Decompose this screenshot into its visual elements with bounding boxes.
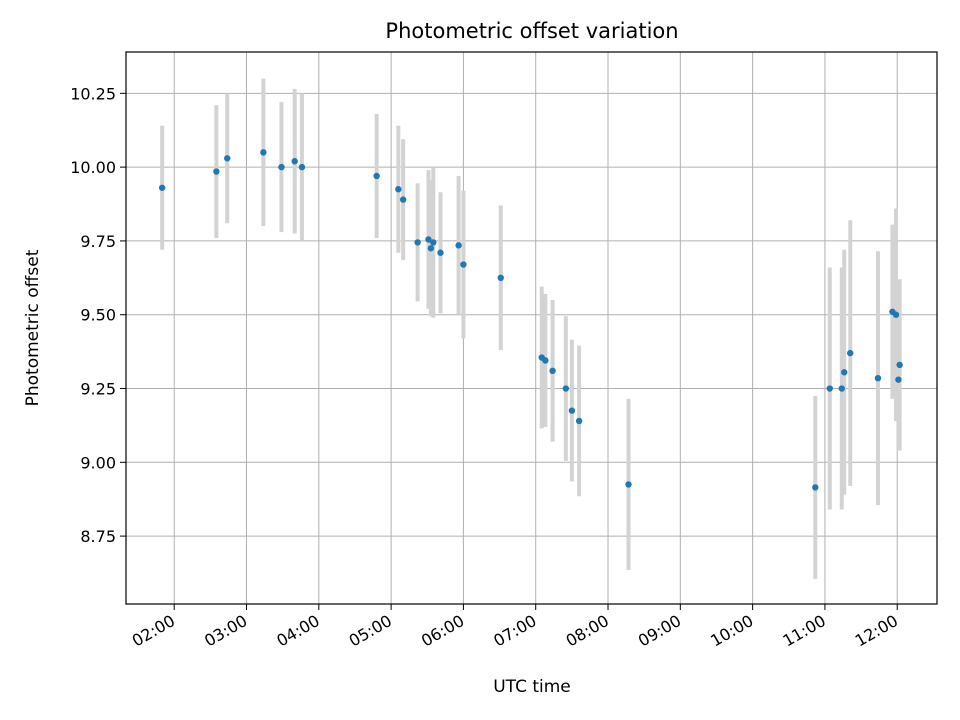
y-tick-label: 10.00 — [70, 158, 116, 177]
data-point — [542, 357, 549, 364]
y-axis-label: Photometric offset — [23, 249, 43, 406]
y-tick-label: 9.75 — [80, 232, 116, 251]
data-point — [460, 261, 467, 268]
chart-title: Photometric offset variation — [385, 19, 678, 43]
data-point — [812, 484, 819, 491]
data-point — [213, 168, 220, 175]
x-tick-label: 08:00 — [563, 611, 612, 651]
x-tick-label: 06:00 — [418, 611, 467, 651]
data-point — [847, 349, 854, 357]
data-point — [568, 407, 576, 414]
data-point — [373, 172, 380, 180]
x-axis-label: UTC time — [493, 677, 571, 697]
x-tick-label: 09:00 — [635, 611, 684, 651]
y-tick-label: 10.25 — [70, 84, 116, 103]
data-point — [895, 376, 902, 383]
y-tick-label: 9.00 — [80, 453, 116, 472]
error-bars — [160, 78, 902, 579]
y-tick-label: 8.75 — [80, 527, 116, 546]
data-point — [395, 186, 402, 193]
data-point — [874, 374, 882, 382]
data-point — [575, 417, 583, 425]
data-point — [838, 385, 846, 392]
x-tick-label: 11:00 — [779, 611, 828, 651]
y-tick-label: 9.25 — [80, 380, 116, 399]
data-point — [278, 163, 285, 171]
data-point — [291, 158, 298, 165]
x-tick-label: 02:00 — [129, 611, 178, 651]
data-point — [892, 311, 900, 318]
x-tick-label: 12:00 — [852, 611, 901, 651]
data-point — [399, 196, 407, 203]
data-point — [497, 274, 504, 282]
data-point — [224, 155, 231, 162]
data-point — [625, 481, 632, 488]
data-points — [158, 149, 903, 491]
data-point — [896, 361, 903, 369]
x-axis-ticks: 02:00 03:00 04:00 05:00 06:00 07:00 08:00 09:00… — [129, 604, 901, 651]
x-tick-label: 04:00 — [273, 611, 322, 651]
y-tick-label: 9.50 — [80, 306, 116, 325]
x-tick-label: 03:00 — [201, 611, 250, 651]
data-point — [427, 245, 435, 252]
data-point — [437, 249, 444, 256]
x-tick-label: 05:00 — [346, 611, 395, 651]
x-tick-label: 07:00 — [490, 611, 539, 651]
data-point — [260, 149, 267, 156]
data-point — [562, 385, 570, 392]
data-point — [298, 163, 306, 171]
data-point — [826, 385, 833, 392]
plot-frame — [125, 51, 938, 605]
data-point — [425, 236, 432, 243]
data-point — [455, 242, 462, 249]
y-axis-ticks: 8.75 9.00 9.25 9.50 9.75 10.00 10.25 — [70, 84, 126, 546]
data-point — [549, 367, 556, 375]
data-point — [414, 239, 421, 246]
data-point — [841, 369, 848, 376]
data-point — [430, 239, 437, 246]
data-point — [158, 184, 166, 191]
x-tick-label: 10:00 — [707, 611, 756, 651]
grid — [126, 52, 937, 604]
